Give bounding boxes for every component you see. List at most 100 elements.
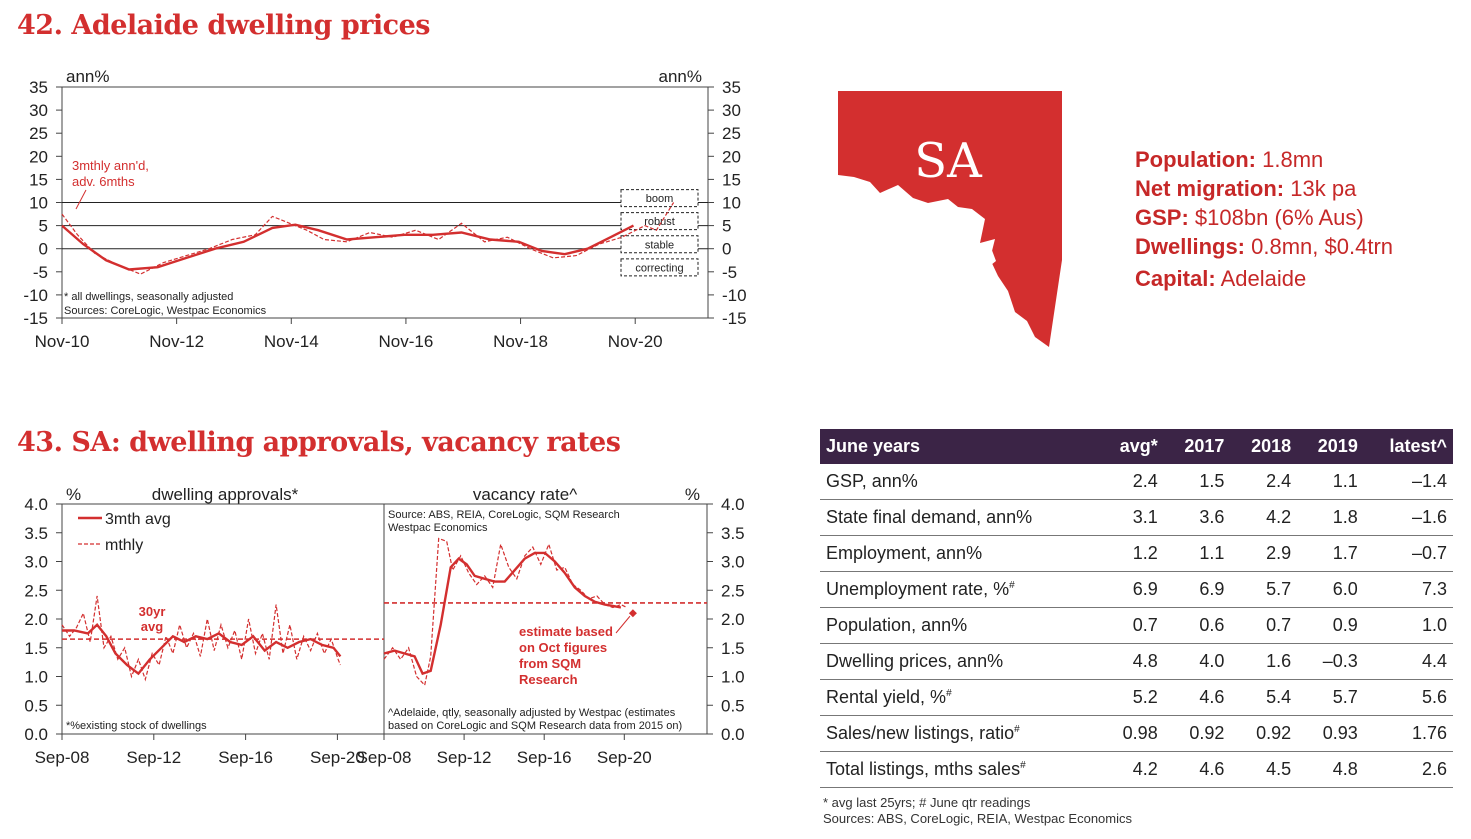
y-tick-label-left: 0.0 [24,725,48,744]
table-cell: 0.93 [1297,715,1364,752]
table-cell: 5.4 [1230,679,1298,716]
table-header: 2018 [1230,429,1298,464]
chart-note-vacancy: based on CoreLogic and SQM Research data… [388,720,682,732]
table-cell: 4.0 [1163,643,1231,680]
annotation-pointer [75,189,87,210]
table-row: Population, ann% 0.7 0.6 0.7 0.9 1.0 [820,607,1453,644]
x-tick-label: Sep-20 [597,748,652,767]
y-tick-label-right: 4.0 [721,495,745,514]
table-row: Dwelling prices, ann% 4.8 4.0 1.6 –0.3 4.4 [820,643,1453,680]
y-tick-label-right: 0.5 [721,696,745,715]
x-tick-label: Nov-16 [379,332,434,351]
y-tick-label-left: 3.0 [24,553,48,572]
y-tick-label-left: -10 [23,286,48,305]
table-cell: 4.2 [1099,751,1164,788]
y-tick-label-right: 2.5 [721,581,745,600]
y-unit-left: % [66,485,81,504]
series-line-dashed [61,202,675,275]
table-cell: 5.6 [1363,679,1453,716]
table-cell: 0.9 [1297,607,1364,644]
y-tick-label-right: 2.0 [721,610,745,629]
y-tick-label-left: 0 [39,240,48,259]
info-net-migration: Net migration: 13k pa [1135,176,1357,201]
chart-note: * all dwellings, seasonally adjusted [64,291,233,303]
table-source: Sources: ABS, CoreLogic, REIA, Westpac E… [823,811,1133,826]
table-cell: 2.4 [1230,464,1298,500]
y-tick-label-left: 2.0 [24,610,48,629]
table-cell: 0.6 [1163,607,1231,644]
sa-map-shape [838,91,1062,347]
band-box-boom [620,189,699,208]
y-tick-label-left: 4.0 [24,495,48,514]
approvals-vacancy-chart: 4.0 3.5 3.0 2.5 2.0 1.5 1.0 0.5 0.0 4.0 3.5 3.0 2.5 2… [24,485,745,767]
table-row: Sales/new listings, ratio# 0.98 0.92 0.92 0.… [820,715,1453,752]
table-cell: –1.6 [1363,499,1453,536]
info-dwellings: Dwellings: 0.8mn, $0.4trn [1135,234,1394,259]
info-gsp: GSP: $108bn (6% Aus) [1135,205,1364,230]
table-header: latest^ [1363,429,1453,464]
row-label: Unemployment rate, %# [820,571,1100,608]
panel-title-vacancy: vacancy rate^ [473,485,577,504]
sa-map-label: SA [914,133,983,189]
y-tick-label-right: 3.0 [721,553,745,572]
info-capital: Capital: Adelaide [1135,266,1307,291]
y-tick-label-right: 20 [722,147,741,166]
row-label: Employment, ann% [820,535,1100,572]
y-tick-label-right: -5 [722,263,737,282]
legend-label: mthly [105,537,143,554]
table-header: June years [820,429,1100,464]
table-cell: 2.4 [1099,464,1164,500]
table-row: Employment, ann% 1.2 1.1 2.9 1.7 –0.7 [820,535,1453,572]
band-label-stable: stable [645,239,674,251]
table-cell: 0.98 [1099,715,1164,752]
table-row: Rental yield, %# 5.2 4.6 5.4 5.7 5.6 [820,679,1453,716]
table-cell: 1.1 [1297,464,1364,500]
y-tick-label-right: 10 [722,194,741,213]
x-tick-label: Sep-20 [310,748,365,767]
row-label: Total listings, mths sales# [820,751,1100,788]
table-cell: 4.8 [1297,751,1364,788]
row-label: Sales/new listings, ratio# [820,715,1100,752]
chart-source: Sources: CoreLogic, Westpac Economics [64,305,267,317]
table-cell: 4.6 [1163,751,1231,788]
y-tick-label-left: -15 [23,309,48,328]
annotation-text: adv. 6mths [72,174,135,189]
table-cell: 7.3 [1363,571,1453,608]
table-cell: 3.1 [1099,499,1164,536]
table-note: * avg last 25yrs; # June qtr readings [823,795,1031,810]
y-tick-label-left: 3.5 [24,524,48,543]
table-cell: 4.2 [1230,499,1298,536]
table-cell: 1.2 [1099,535,1164,572]
x-tick-label: Sep-16 [517,748,572,767]
sa-map-inlet [980,245,996,269]
row-label: GSP, ann% [820,464,1100,500]
row-label: Dwelling prices, ann% [820,643,1100,680]
table-cell: 5.7 [1297,679,1364,716]
y-tick-label-left: -5 [33,263,48,282]
y-tick-label-right: 3.5 [721,524,745,543]
y-tick-label-right: 0.0 [721,725,745,744]
y-tick-label-left: 30 [29,101,48,120]
row-label: Population, ann% [820,607,1100,644]
chart-43-title: 43. SA: dwelling approvals, vacancy rate… [17,427,621,458]
estimate-annotation: Research [519,672,578,687]
table-header: 2019 [1297,429,1364,464]
state-info-panel: Population: 1.8mn Net migration: 13k pa … [1135,145,1393,293]
y-tick-label-left: 2.5 [24,581,48,600]
table-cell: 4.5 [1230,751,1298,788]
estimate-pointer [615,615,631,634]
band-box-robust [620,212,699,231]
table-row: GSP, ann% 2.4 1.5 2.4 1.1 –1.4 [820,464,1453,500]
x-tick-label: Sep-12 [126,748,181,767]
band-box-correcting [620,258,699,277]
x-tick-label: Nov-10 [35,332,90,351]
x-tick-label: Sep-08 [357,748,412,767]
table-cell: 1.76 [1363,715,1453,752]
table-header: avg* [1099,429,1164,464]
band-label-boom: boom [646,193,674,205]
avg-label: 30yr [139,604,166,619]
table-cell: 0.7 [1230,607,1298,644]
avg-label: avg [141,619,163,634]
y-tick-label-left: 25 [29,124,48,143]
table-cell: 6.9 [1099,571,1164,608]
